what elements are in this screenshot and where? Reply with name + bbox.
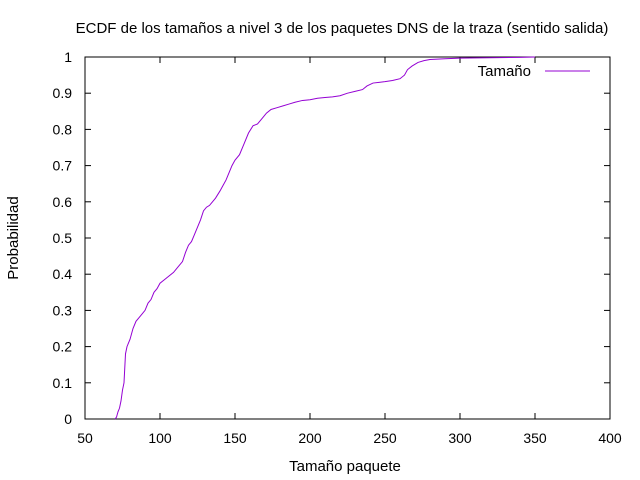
y-tick-label: 0.5 [53, 230, 73, 246]
y-tick-label: 0.3 [53, 302, 73, 318]
legend-label: Tamaño [478, 63, 531, 80]
plot-frame [84, 56, 611, 420]
y-tick-label: 0.8 [53, 121, 73, 137]
x-tick-label: 50 [77, 430, 93, 446]
x-axis-title: Tamaño paquete [289, 458, 401, 475]
y-axis-title: Probabilidad [5, 196, 22, 279]
plot-border [84, 56, 611, 420]
y-tick-label: 0.1 [53, 375, 73, 391]
x-tick-label: 400 [598, 430, 622, 446]
x-tick-label: 100 [148, 430, 172, 446]
y-tick-label: 0 [64, 411, 72, 427]
y-tick-label: 0.9 [53, 85, 73, 101]
series-layer [114, 56, 536, 420]
y-tick-label: 0.7 [53, 158, 73, 174]
y-axis: 0 0.1 0.2 0.3 0.4 0.5 0.6 0.7 0.8 0.9 1 [53, 49, 610, 427]
chart-title: ECDF de los tamaños a nivel 3 de los paq… [76, 20, 609, 37]
y-tick-label: 0.6 [53, 194, 73, 210]
series-line [114, 56, 536, 420]
x-tick-label: 350 [523, 430, 547, 446]
x-tick-label: 300 [448, 430, 472, 446]
x-tick-label: 200 [298, 430, 322, 446]
x-tick-label: 150 [223, 430, 247, 446]
y-tick-label: 1 [64, 49, 72, 65]
y-tick-label: 0.2 [53, 339, 73, 355]
y-tick-label: 0.4 [53, 266, 73, 282]
x-axis: 50 100 150 200 250 300 350 400 [77, 57, 622, 446]
x-tick-label: 250 [373, 430, 397, 446]
legend: Tamaño [478, 63, 590, 80]
